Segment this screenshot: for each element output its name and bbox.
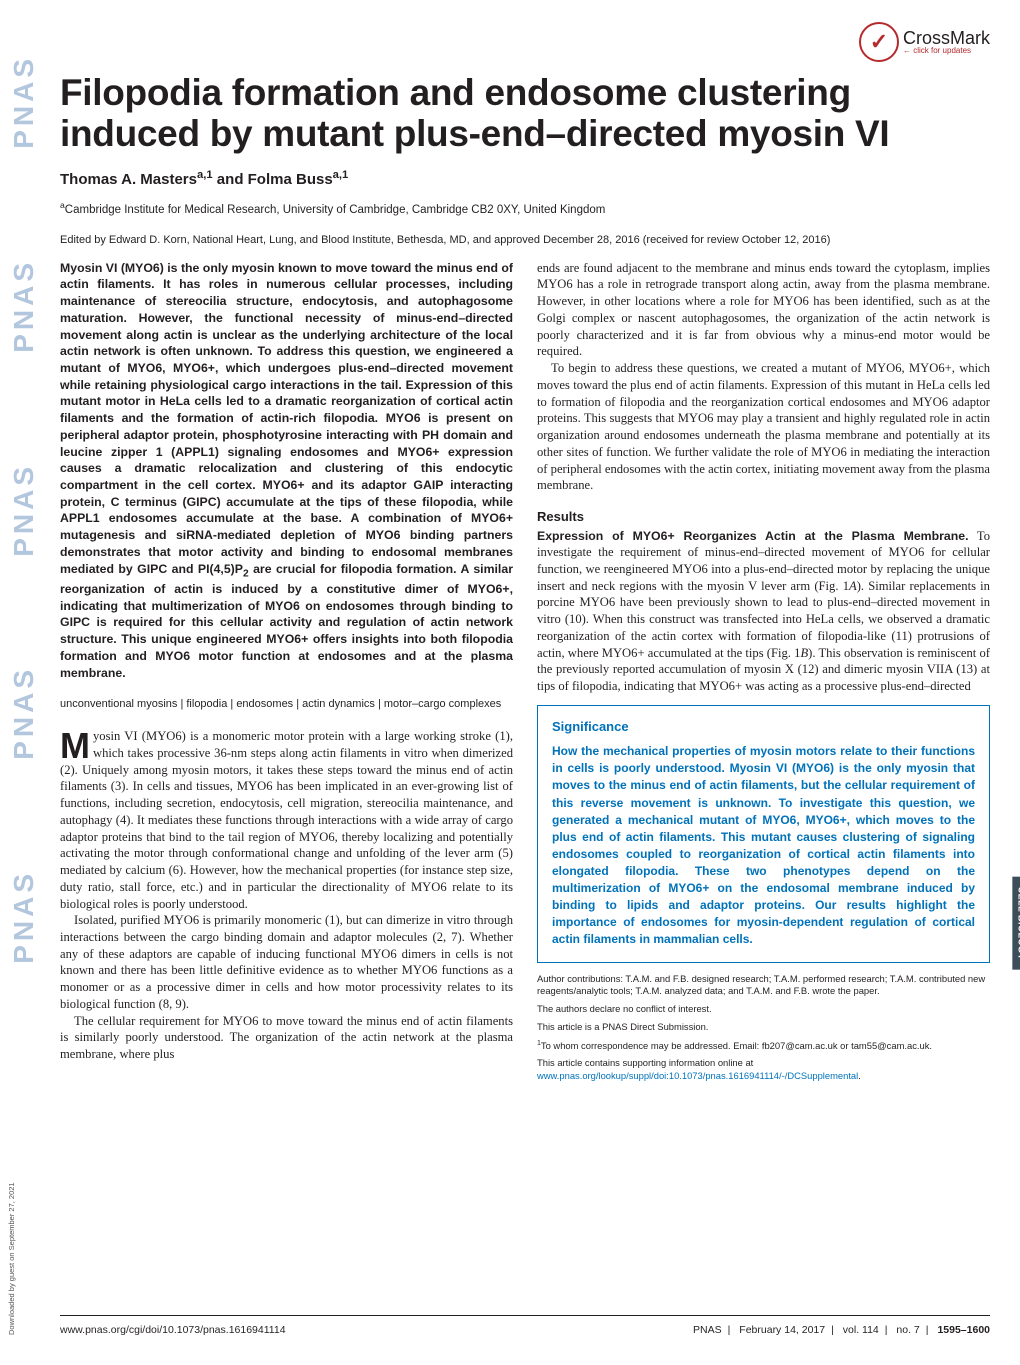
col2-para-2: To begin to address these questions, we … [537,360,990,494]
footnote-contributions: Author contributions: T.A.M. and F.B. de… [537,973,990,998]
pnas-logo-word: PNAS [8,259,42,353]
intro-text: Myosin VI (MYO6) is a monomeric motor pr… [60,728,513,1063]
footer-citation: PNAS| February 14, 2017| vol. 114| no. 7… [693,1324,990,1336]
results-heading: Results [537,508,990,526]
page-content: ✓ CrossMark ← click for updates Filopodi… [60,22,990,1342]
footer-rule [60,1315,990,1316]
intro-para-2: Isolated, purified MYO6 is primarily mon… [60,912,513,1012]
download-note: Downloaded by guest on September 27, 202… [7,1182,16,1335]
keywords: unconventional myosins | filopodia | end… [60,697,513,712]
pnas-logo-word: PNAS [8,463,42,557]
supplemental-link[interactable]: www.pnas.org/lookup/suppl/doi:10.1073/pn… [537,1070,858,1081]
crossmark-icon: ✓ [859,22,899,62]
crossmark-sublabel: ← click for updates [903,47,990,55]
footnote-conflict: The authors declare no conflict of inter… [537,1003,990,1016]
results-text: Expression of MYO6+ Reorganizes Actin at… [537,528,990,695]
two-column-body: Myosin VI (MYO6) is the only myosin know… [60,260,990,1088]
article-title: Filopodia formation and endosome cluster… [60,72,990,155]
author-list: Thomas A. Mastersa,1 and Folma Bussa,1 [60,169,990,188]
footer-pages: 1595–1600 [937,1324,990,1336]
results-body: To investigate the requirement of minus-… [537,529,990,694]
intro-para-1: yosin VI (MYO6) is a monomeric motor pro… [60,729,513,910]
affiliation: aCambridge Institute for Medical Researc… [60,200,990,216]
drop-cap: M [60,728,93,761]
footer-date: February 14, 2017 [739,1324,825,1336]
pnas-vertical-strip: PNAS PNAS PNAS PNAS PNAS [8,55,42,1315]
significance-box: Significance How the mechanical properti… [537,705,990,963]
footer-journal: PNAS [693,1324,722,1336]
results-run-in-heading: Expression of MYO6+ Reorganizes Actin at… [537,529,969,543]
significance-body: How the mechanical properties of myosin … [552,743,975,947]
section-tab-cell-biology: CELL BIOLOGY [1012,877,1020,970]
footnote-supplemental: This article contains supporting informa… [537,1057,990,1082]
intro-continued: ends are found adjacent to the membrane … [537,260,990,494]
edited-by-line: Edited by Edward D. Korn, National Heart… [60,234,990,246]
right-column: ends are found adjacent to the membrane … [537,260,990,1088]
page-footer: www.pnas.org/cgi/doi/10.1073/pnas.161694… [60,1324,990,1336]
crossmark-label: CrossMark [903,29,990,47]
significance-title: Significance [552,718,975,736]
pnas-logo-word: PNAS [8,55,42,149]
pnas-logo-word: PNAS [8,666,42,760]
col2-para-1: ends are found adjacent to the membrane … [537,260,990,360]
pnas-logo-word: PNAS [8,870,42,964]
footnotes: Author contributions: T.A.M. and F.B. de… [537,973,990,1083]
intro-para-3: The cellular requirement for MYO6 to mov… [60,1013,513,1063]
footer-doi: www.pnas.org/cgi/doi/10.1073/pnas.161694… [60,1324,286,1336]
footer-volume: vol. 114 [843,1324,879,1336]
footer-issue: no. 7 [896,1324,919,1336]
abstract: Myosin VI (MYO6) is the only myosin know… [60,260,513,682]
footnote-direct-submission: This article is a PNAS Direct Submission… [537,1021,990,1034]
crossmark-badge[interactable]: ✓ CrossMark ← click for updates [859,22,990,62]
footnote-correspondence: 1To whom correspondence may be addressed… [537,1039,990,1053]
crossmark-text: CrossMark ← click for updates [903,29,990,55]
left-column: Myosin VI (MYO6) is the only myosin know… [60,260,513,1088]
